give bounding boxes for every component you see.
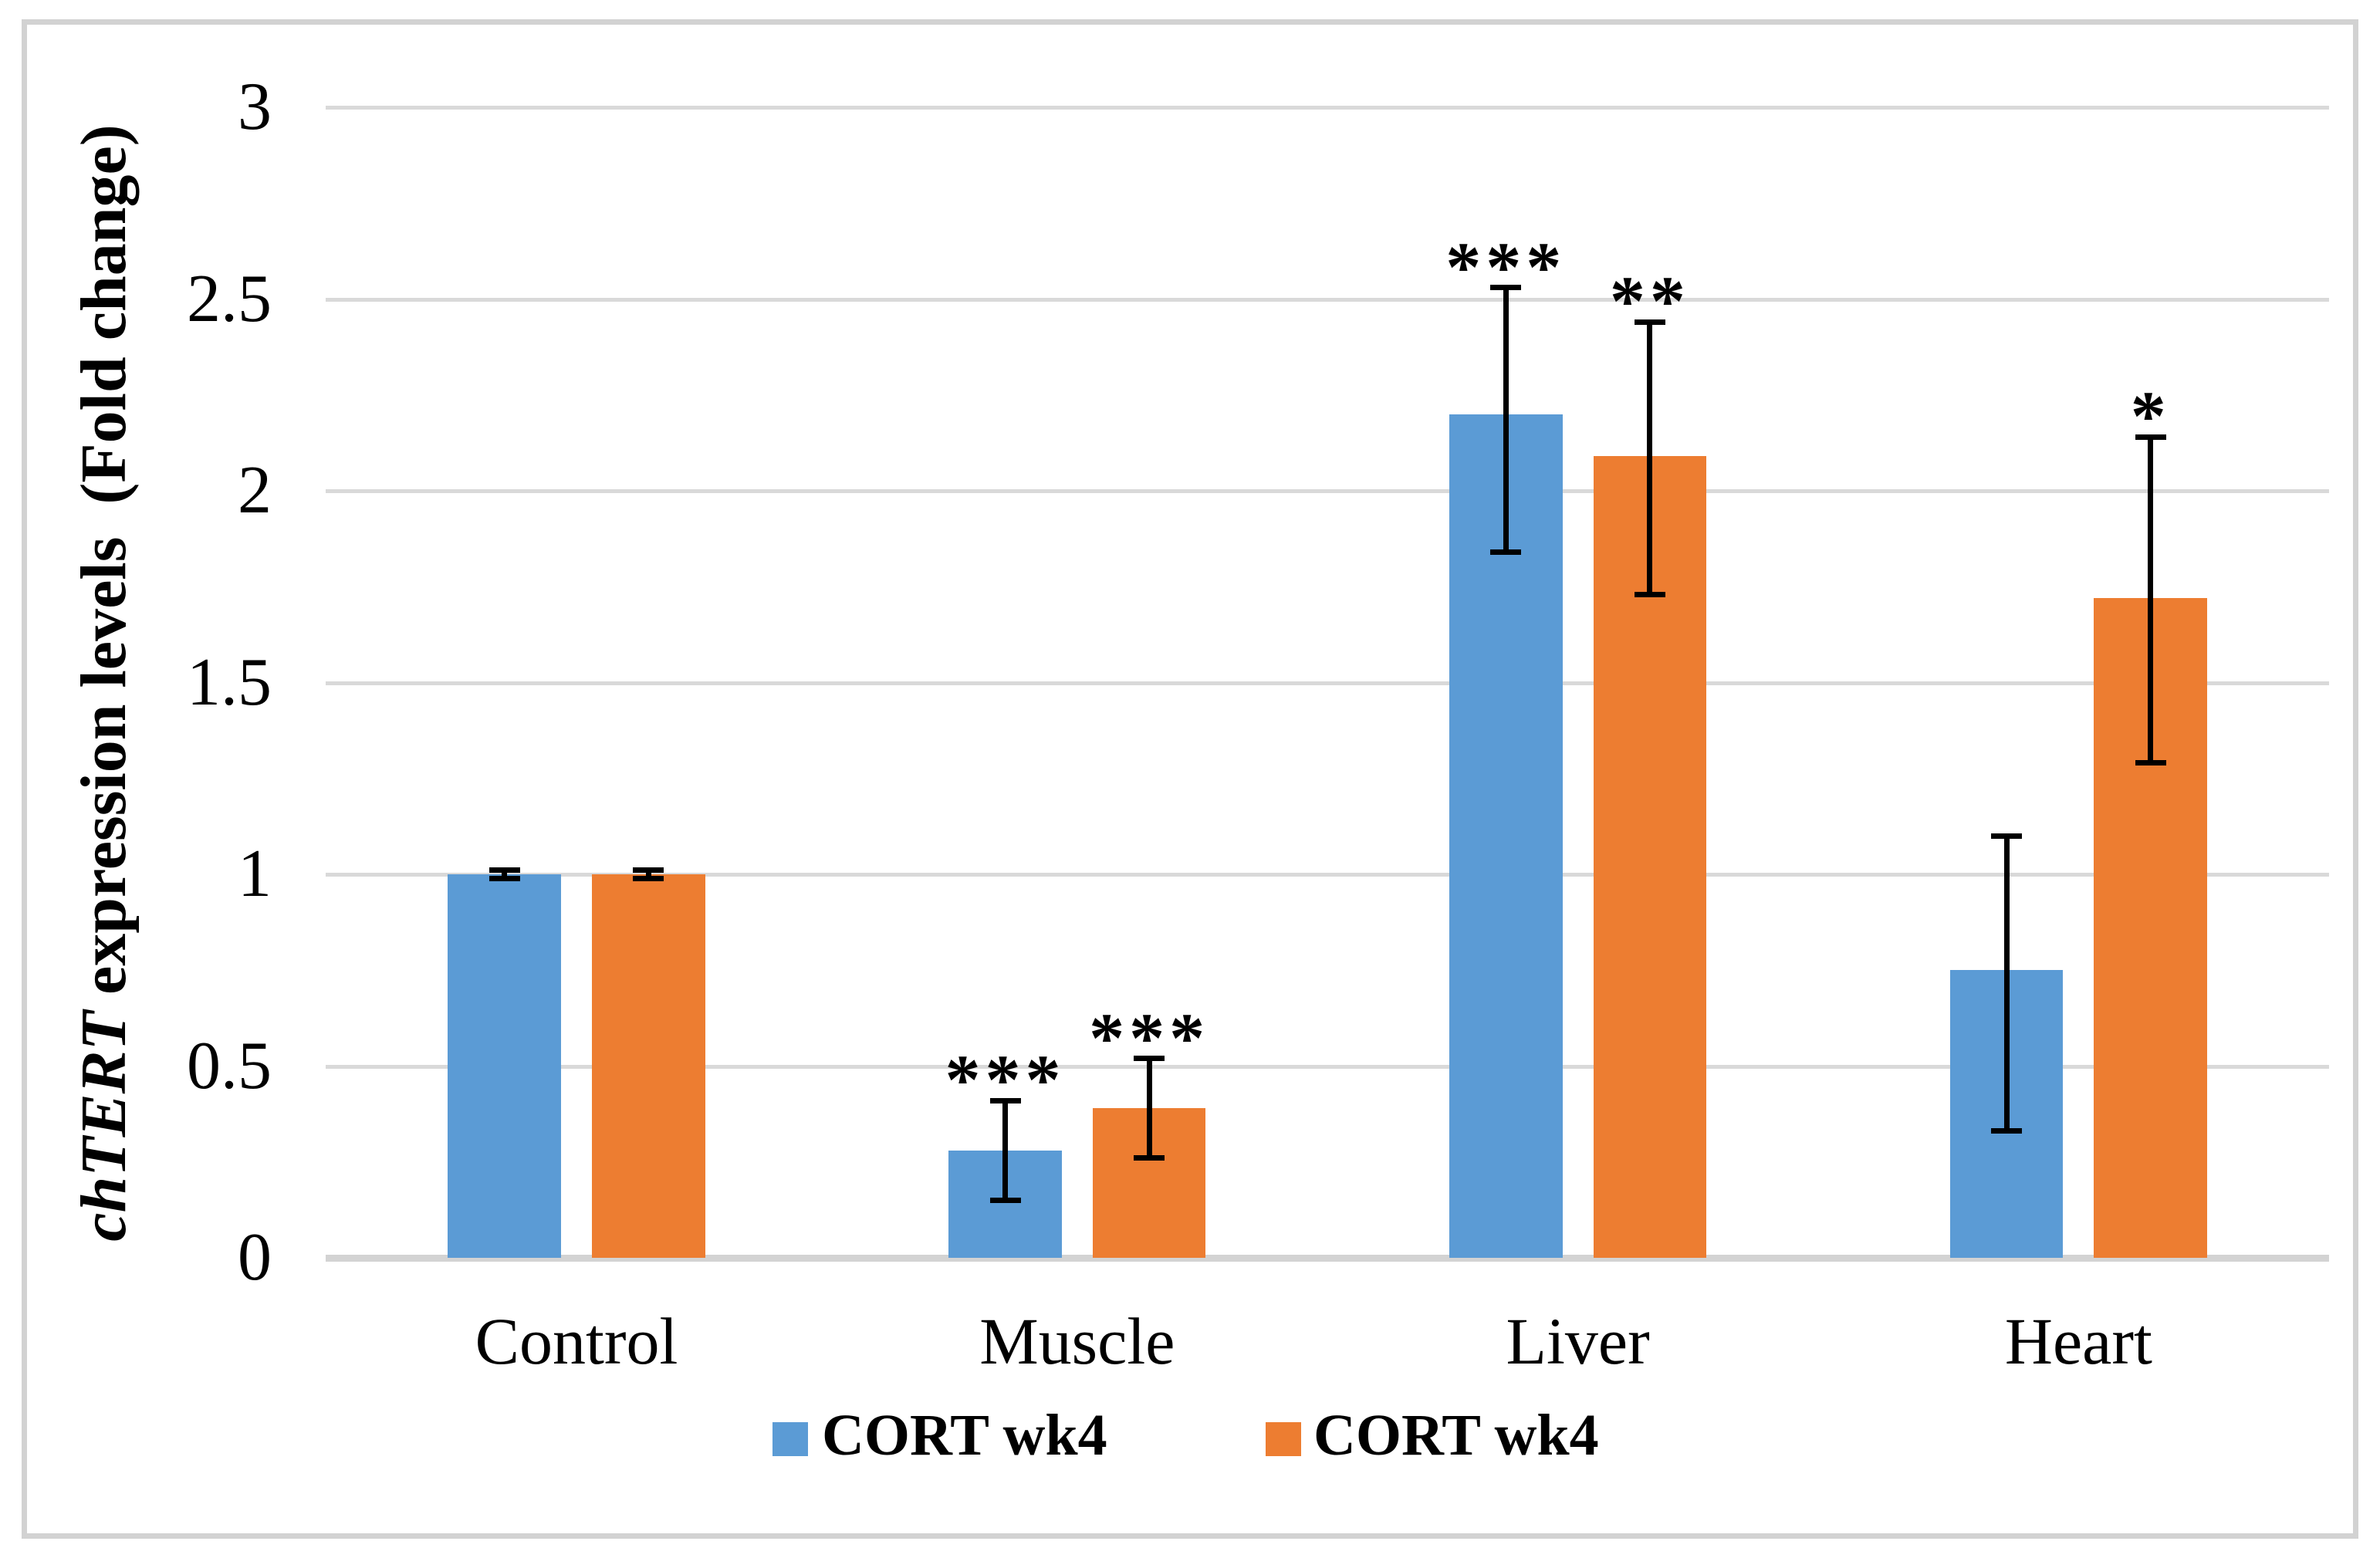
error-bar-cap [1991, 833, 2023, 839]
error-bar-cap [489, 876, 520, 882]
error-bar [1002, 1100, 1008, 1201]
y-tick-label: 0 [238, 1220, 272, 1295]
gridline [326, 873, 2329, 877]
gridline [326, 681, 2329, 685]
y-axis-title-gene: chTERT [68, 1011, 140, 1242]
legend-label-series2: CORT wk4 [1313, 1403, 1599, 1468]
figure-border [22, 19, 2358, 1539]
significance-stars: ** [1609, 262, 1690, 341]
error-bar-cap [1634, 319, 1665, 325]
y-tick-label: 1 [238, 836, 272, 911]
legend-swatch-series2 [1266, 1422, 1301, 1456]
y-tick-label: 2.5 [187, 261, 272, 336]
error-bar [1503, 287, 1509, 553]
gridline [326, 297, 2329, 302]
y-axis-title: chTERT expression levels (Fold change) [68, 124, 140, 1241]
y-tick-label: 0.5 [187, 1028, 272, 1103]
y-tick-label: 2 [238, 453, 272, 528]
error-bar [502, 870, 508, 879]
gridline [326, 1064, 2329, 1069]
error-bar-cap [633, 867, 664, 873]
error-bar [2003, 836, 2010, 1131]
y-axis-title-rest: expression levels (Fold change) [68, 124, 140, 1012]
error-bar-cap [1134, 1155, 1165, 1161]
significance-stars: * [2130, 377, 2171, 456]
error-bar-cap [989, 1197, 1021, 1203]
x-category-label-control: Control [475, 1304, 678, 1378]
error-bar-cap [1490, 549, 1522, 556]
error-bar [1647, 322, 1653, 595]
error-bar [645, 870, 651, 879]
x-category-label-liver: Liver [1506, 1304, 1650, 1378]
significance-stars: *** [1089, 998, 1210, 1077]
gridline [326, 489, 2329, 493]
error-bar-cap [1634, 591, 1665, 597]
bar-control-series2 [592, 874, 705, 1258]
x-category-label-muscle: Muscle [979, 1304, 1175, 1378]
error-bar-cap [2135, 434, 2166, 440]
error-bar-cap [1490, 285, 1522, 291]
error-bar [2148, 437, 2154, 763]
legend-swatch-series1 [772, 1422, 808, 1456]
significance-stars: *** [1445, 227, 1567, 306]
error-bar-cap [1991, 1128, 2023, 1134]
error-bar-cap [633, 876, 664, 882]
error-bar-cap [1134, 1056, 1165, 1062]
error-bar-cap [989, 1097, 1021, 1103]
significance-stars: *** [945, 1040, 1066, 1120]
y-tick-label: 3 [238, 69, 272, 144]
legend-label-series1: CORT wk4 [822, 1403, 1107, 1468]
gridline [326, 106, 2329, 110]
x-axis-line [326, 1255, 2329, 1262]
error-bar-cap [489, 867, 520, 873]
error-bar-cap [2135, 760, 2166, 766]
error-bar [1146, 1058, 1152, 1158]
y-tick-label: 1.5 [187, 644, 272, 720]
bar-control-series1 [448, 874, 561, 1258]
x-category-label-heart: Heart [2004, 1304, 2152, 1378]
